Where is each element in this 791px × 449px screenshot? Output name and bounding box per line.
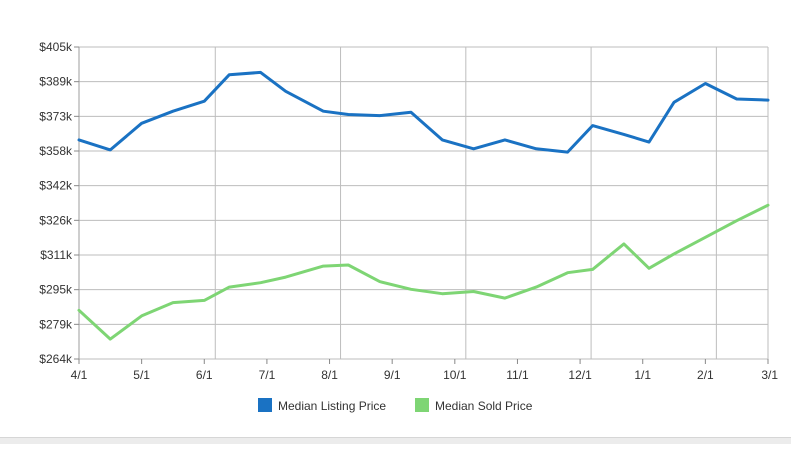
y-tick-label: $264k bbox=[39, 352, 73, 366]
series-layer bbox=[77, 70, 770, 341]
legend-swatch bbox=[415, 398, 429, 412]
legend-item-median-listing-price[interactable]: Median Listing Price bbox=[258, 398, 386, 413]
y-tick-label: $373k bbox=[39, 109, 73, 123]
y-tick-label: $311k bbox=[40, 248, 73, 262]
y-tick-label: $342k bbox=[39, 179, 73, 193]
x-tick-label: 8/1 bbox=[321, 368, 338, 382]
legend-label: Median Listing Price bbox=[278, 399, 386, 413]
y-tick-label: $279k bbox=[39, 317, 73, 331]
bottom-divider bbox=[0, 437, 791, 444]
x-tick-label: 7/1 bbox=[259, 368, 276, 382]
x-tick-label: 4/1 bbox=[71, 368, 88, 382]
x-tick-label: 10/1 bbox=[443, 368, 467, 382]
legend: Median Listing Price Median Sold Price bbox=[258, 398, 533, 413]
x-tick-label: 9/1 bbox=[384, 368, 401, 382]
x-tick-label: 12/1 bbox=[568, 368, 592, 382]
y-axis: $405k $389k $373k $358k $342k $326k $311k $295k… bbox=[39, 40, 79, 366]
y-tick-label: $405k bbox=[39, 40, 73, 54]
x-tick-label: 3/1 bbox=[761, 368, 778, 382]
y-tick-label: $326k bbox=[39, 213, 73, 227]
x-tick-label: 5/1 bbox=[133, 368, 150, 382]
y-tick-label: $295k bbox=[39, 283, 73, 297]
y-tick-label: $389k bbox=[39, 75, 73, 89]
x-tick-label: 2/1 bbox=[697, 368, 714, 382]
x-axis: 4/1 5/1 6/1 7/1 8/1 9/1 10/1 11/1 12/1 1/1 2/1 3/1 bbox=[71, 359, 778, 382]
legend-item-median-sold-price[interactable]: Median Sold Price bbox=[415, 398, 533, 413]
x-tick-label: 6/1 bbox=[196, 368, 213, 382]
series-line-median-sold-price bbox=[77, 203, 770, 341]
y-tick-label: $358k bbox=[39, 144, 73, 158]
x-tick-label: 1/1 bbox=[634, 368, 651, 382]
grid-layer bbox=[78, 46, 769, 360]
legend-swatch bbox=[258, 398, 272, 412]
legend-label: Median Sold Price bbox=[435, 399, 533, 413]
series-line-median-listing-price bbox=[77, 70, 770, 154]
x-tick-label: 11/1 bbox=[506, 368, 529, 382]
